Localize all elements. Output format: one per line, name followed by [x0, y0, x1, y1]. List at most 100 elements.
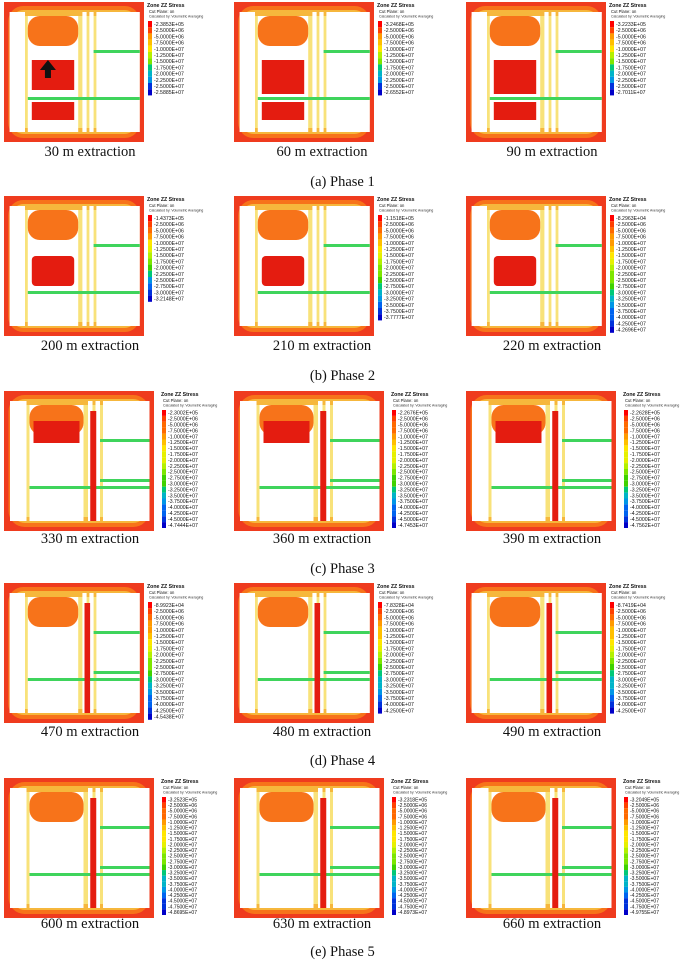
stress-panel: Zone ZZ Stress Cut Plane: on Calculated by… [466, 196, 684, 336]
legend-swatch [624, 451, 628, 458]
legend-value: -1.7500E+07 [154, 65, 184, 71]
legend-swatch [624, 853, 628, 859]
legend-value: -1.7500E+07 [154, 646, 184, 652]
legend-value: -3.2500E+07 [154, 684, 184, 690]
pillar-stress-red [552, 411, 559, 521]
legend-swatch [148, 45, 152, 52]
legend-swatch [624, 825, 628, 831]
legend-swatch [378, 301, 382, 308]
legend-note: Calculated by: Volumetric Averaging [149, 15, 203, 19]
legend-swatch [148, 639, 152, 646]
legend-value: -2.0000E+07 [398, 842, 427, 848]
legend-value: -1.5000E+07 [154, 253, 184, 259]
legend-value: -3.5000E+07 [384, 690, 414, 696]
panel-caption: 220 m extraction [502, 338, 602, 354]
legend-swatch [162, 480, 166, 487]
legend-swatch [624, 421, 628, 428]
legend-value: -1.2500E+07 [616, 247, 646, 253]
legend-swatch [378, 701, 382, 708]
thin-pillar-void-b [89, 206, 94, 326]
legend-swatch [162, 421, 166, 428]
legend-title: Zone ZZ Stress [623, 392, 661, 398]
legend-swatch [378, 21, 382, 28]
legend-swatch [148, 289, 152, 296]
legend-swatch [378, 264, 382, 271]
legend-swatch [392, 847, 396, 854]
legend-swatch [624, 463, 628, 469]
legend-value: -2.5000E+06 [398, 803, 427, 809]
legend-note: Calculated by: Volumetric Averaging [393, 404, 447, 408]
legend-swatch [148, 664, 152, 671]
legend-swatch [624, 836, 628, 842]
legend-swatch [378, 670, 382, 677]
legend-swatch [624, 492, 628, 499]
legend-value: -2.5000E+06 [154, 28, 184, 34]
legend-swatch [162, 858, 166, 865]
legend-swatch [378, 33, 382, 40]
legend-swatch [148, 70, 152, 77]
legend-value: -2.5000E+07 [384, 84, 414, 90]
left-pillar-void [240, 401, 257, 521]
legend-swatch [624, 909, 628, 915]
legend-value: -2.7500E+07 [168, 476, 198, 482]
legend-swatch [392, 797, 396, 803]
legend-swatch [148, 252, 152, 259]
crown-stress-zone [489, 210, 541, 240]
extracted-zone-red [493, 60, 537, 94]
thin-pillar-void-a [312, 206, 317, 326]
legend-swatch [624, 469, 628, 475]
extracted-zone-red [263, 421, 310, 443]
legend-swatch [392, 421, 396, 428]
horizontal-drift-lower [257, 97, 370, 100]
legend-swatch [610, 633, 614, 640]
legend-value: -2.5000E+07 [154, 665, 184, 671]
legend-value: -2.0000E+07 [616, 72, 646, 78]
legend-swatch [162, 886, 166, 893]
legend-swatch [378, 215, 382, 222]
legend-value: -2.0000E+07 [384, 72, 414, 78]
legend-value: -2.2500E+07 [630, 848, 659, 854]
legend-swatch [610, 27, 614, 34]
thin-pillar-void-b [89, 12, 94, 132]
legend-swatch [610, 320, 614, 327]
legend-value: -3.7500E+07 [168, 882, 197, 888]
legend-title: Zone ZZ Stress [161, 779, 199, 785]
pillar-stress-red [546, 603, 553, 713]
legend-value: -4.7500E+07 [168, 904, 197, 910]
legend-value: -4.0000E+07 [616, 315, 646, 321]
legend-swatch [378, 688, 382, 695]
legend-value: -2.5000E+06 [630, 803, 659, 809]
stress-panel: Zone ZZ Stress Cut Plane: on Calculated by… [4, 778, 222, 918]
extracted-zone-red [261, 256, 305, 286]
legend-swatch [610, 707, 614, 714]
thin-pillar-void-b [319, 12, 324, 132]
legend-value: -2.5000E+06 [384, 28, 414, 34]
phase-label: (a) Phase 1 [310, 174, 375, 190]
legend-value: -1.7500E+07 [384, 646, 414, 652]
legend-title: Zone ZZ Stress [147, 584, 185, 590]
legend-value: -2.5000E+07 [168, 854, 197, 860]
legend-value: -1.2500E+07 [154, 634, 184, 640]
legend-swatch [162, 813, 166, 820]
legend-swatch [392, 480, 396, 487]
legend-swatch [392, 853, 396, 859]
legend-value: -4.0000E+07 [384, 702, 414, 708]
legend-swatch [392, 841, 396, 848]
legend-swatch [378, 614, 382, 621]
legend-value: -3.0000E+07 [398, 865, 427, 871]
stress-contour-model [234, 196, 374, 336]
legend-swatch [148, 233, 152, 240]
legend-swatch [162, 522, 166, 528]
legend-swatch [610, 602, 614, 609]
thin-pillar-void-b [557, 401, 562, 521]
legend-swatch [148, 283, 152, 290]
legend-value: -2.5885E+07 [154, 90, 184, 96]
legend-value: -1.7500E+07 [616, 646, 646, 652]
legend-swatch [624, 858, 628, 865]
